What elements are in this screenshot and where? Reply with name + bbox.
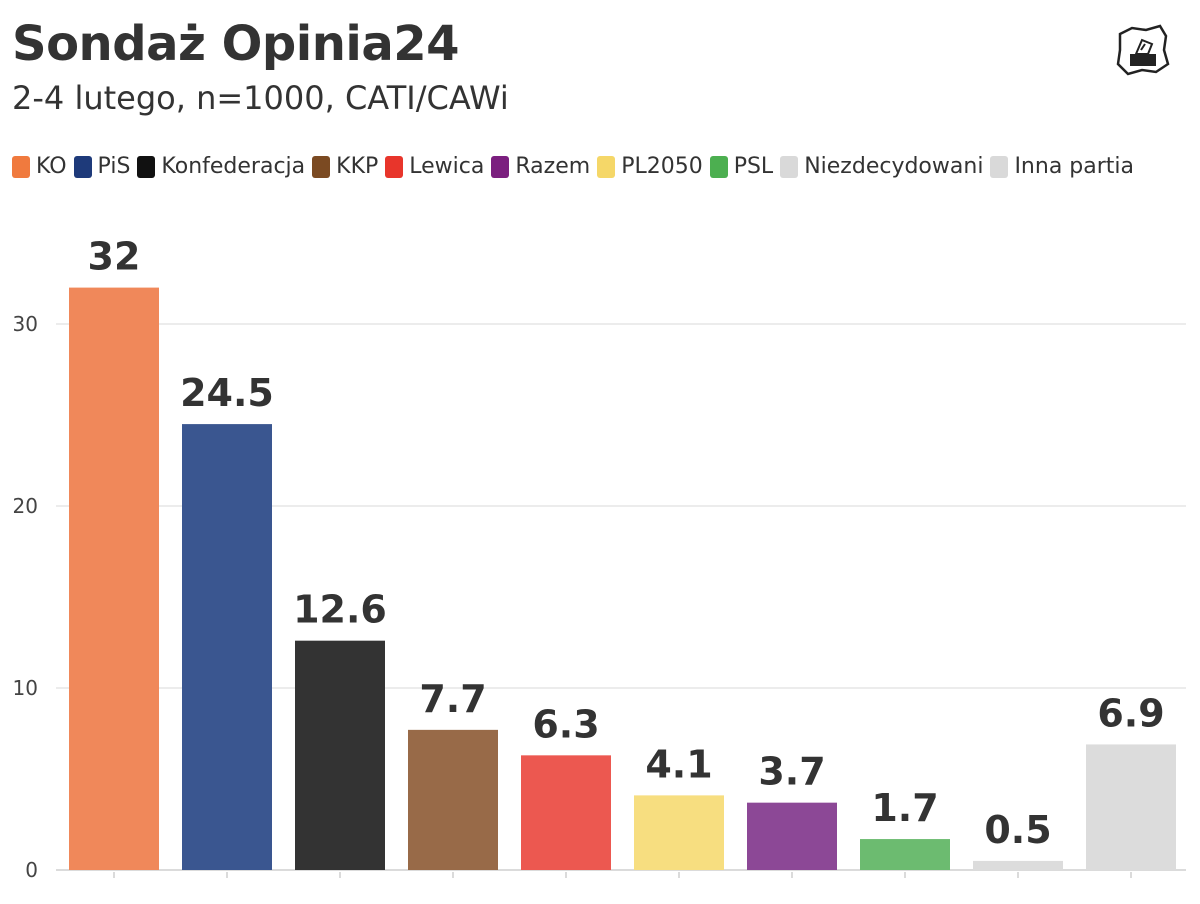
- legend-item: PL2050: [597, 154, 703, 179]
- legend-item: Niezdecydowani: [780, 154, 983, 179]
- bar: [634, 795, 724, 870]
- bar: [182, 424, 272, 870]
- ballot-box-poland-icon: [1116, 24, 1170, 76]
- bar-chart: 0 10 20 30 32 24.5 12.6 7.7 6.3 4.1 3.7 1.7 0.5 6.9: [13, 235, 1186, 882]
- legend-item: KKP: [312, 154, 378, 179]
- legend-label: KKP: [336, 154, 379, 179]
- legend-swatch: [990, 155, 1009, 178]
- y-tick-label: 20: [13, 494, 38, 518]
- value-label: 1.7: [871, 786, 938, 830]
- value-label: 12.6: [293, 588, 387, 632]
- legend-label: PL2050: [621, 154, 703, 179]
- value-label: 32: [88, 235, 141, 279]
- chart-subtitle: 2-4 lutego, n=1000, CATI/CAWi: [12, 79, 509, 117]
- bar: [521, 755, 611, 870]
- legend-swatch: [597, 155, 616, 178]
- bar: [69, 287, 159, 871]
- value-label: 24.5: [180, 371, 274, 415]
- value-label: 0.5: [984, 808, 1051, 852]
- legend-item: Razem: [491, 154, 590, 179]
- legend-label: Konfederacja: [161, 154, 306, 179]
- value-label: 6.9: [1097, 691, 1164, 735]
- legend-item: Inna partia: [990, 154, 1134, 179]
- legend-swatch: [385, 155, 404, 178]
- y-tick-label: 10: [13, 676, 38, 700]
- value-label: 4.1: [645, 742, 712, 786]
- bar: [860, 839, 950, 870]
- legend-label: KO: [36, 154, 67, 179]
- value-label: 6.3: [532, 702, 599, 746]
- legend-swatch: [709, 155, 728, 178]
- legend-item: PSL: [709, 154, 774, 179]
- chart-legend: KO PiS Konfederacja KKP Lewica Razem PL2050 PSL…: [12, 154, 1141, 179]
- bar: [295, 640, 385, 870]
- bar: [973, 860, 1063, 870]
- legend-swatch: [780, 155, 799, 178]
- bar: [747, 802, 837, 870]
- legend-label: PiS: [97, 154, 131, 179]
- value-label: 7.7: [419, 677, 486, 721]
- legend-swatch: [73, 155, 92, 178]
- bar: [408, 729, 498, 870]
- y-tick-label: 30: [13, 312, 38, 336]
- legend-label: PSL: [733, 154, 774, 179]
- legend-swatch: [312, 155, 331, 178]
- legend-item: Lewica: [385, 154, 484, 179]
- legend-item: PiS: [73, 154, 131, 179]
- legend-swatch: [137, 155, 156, 178]
- y-tick-label: 0: [25, 858, 38, 882]
- bar: [1086, 744, 1176, 870]
- legend-label: Inna partia: [1014, 154, 1134, 179]
- legend-label: Razem: [515, 154, 591, 179]
- legend-item: KO: [12, 154, 67, 179]
- legend-label: Lewica: [409, 154, 485, 179]
- legend-swatch: [12, 155, 30, 178]
- chart-title: Sondaż Opinia24: [12, 16, 460, 72]
- legend-item: Konfederacja: [137, 154, 305, 179]
- value-label: 3.7: [758, 750, 825, 794]
- legend-swatch: [491, 155, 510, 178]
- legend-label: Niezdecydowani: [804, 154, 984, 179]
